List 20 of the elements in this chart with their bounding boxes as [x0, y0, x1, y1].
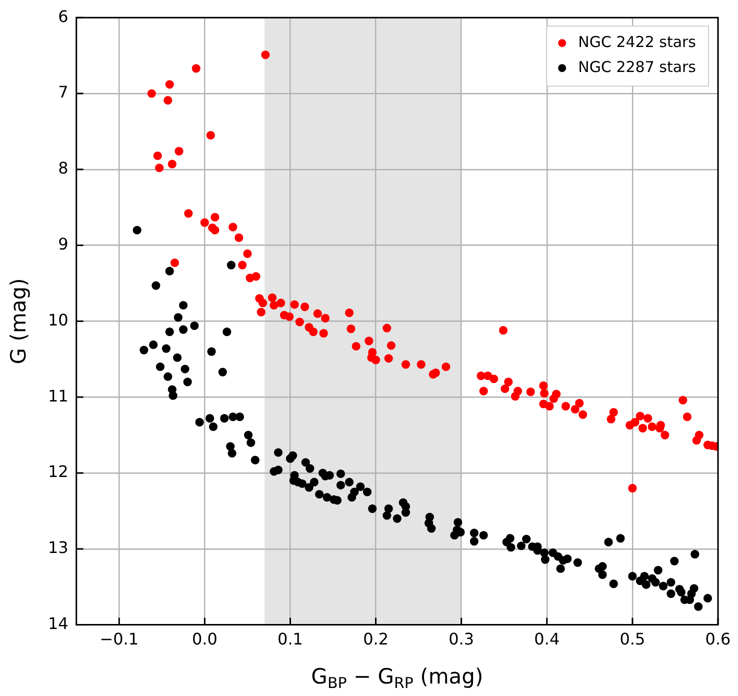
x-tick-label: 0.5 — [620, 630, 646, 649]
legend-label: NGC 2287 stars — [578, 58, 696, 76]
y-tick-label: 6 — [58, 6, 68, 26]
x-tick-label: 0.6 — [705, 630, 731, 649]
x-tick-label: 0.2 — [363, 630, 389, 649]
x-tick-label: 0.1 — [278, 630, 303, 649]
x-tick-label: 0.3 — [448, 630, 474, 649]
y-axis-title: G (mag) — [6, 278, 30, 364]
y-tick-label: 14 — [48, 614, 68, 633]
x-tick-label: −0.1 — [100, 630, 139, 649]
x-tick-label: 0.0 — [192, 630, 218, 649]
legend-label: NGC 2422 stars — [578, 32, 696, 51]
y-tick-label: 9 — [58, 234, 68, 254]
y-tick-label: 10 — [48, 310, 68, 330]
y-tick-label: 7 — [58, 82, 68, 102]
y-tick-label: 8 — [58, 158, 68, 178]
y-tick-label: 12 — [48, 462, 68, 482]
y-tick-label: 13 — [48, 538, 68, 558]
x-tick-label: 0.4 — [534, 630, 560, 649]
y-tick-label: 11 — [48, 386, 68, 406]
